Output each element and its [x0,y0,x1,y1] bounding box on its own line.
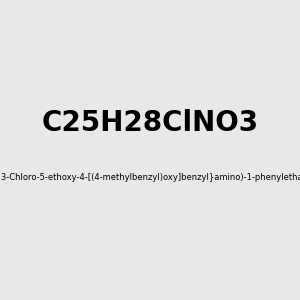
Text: C25H28ClNO3: C25H28ClNO3 [41,109,259,137]
Text: 2-({3-Chloro-5-ethoxy-4-[(4-methylbenzyl)oxy]benzyl}amino)-1-phenylethanol: 2-({3-Chloro-5-ethoxy-4-[(4-methylbenzyl… [0,172,300,182]
